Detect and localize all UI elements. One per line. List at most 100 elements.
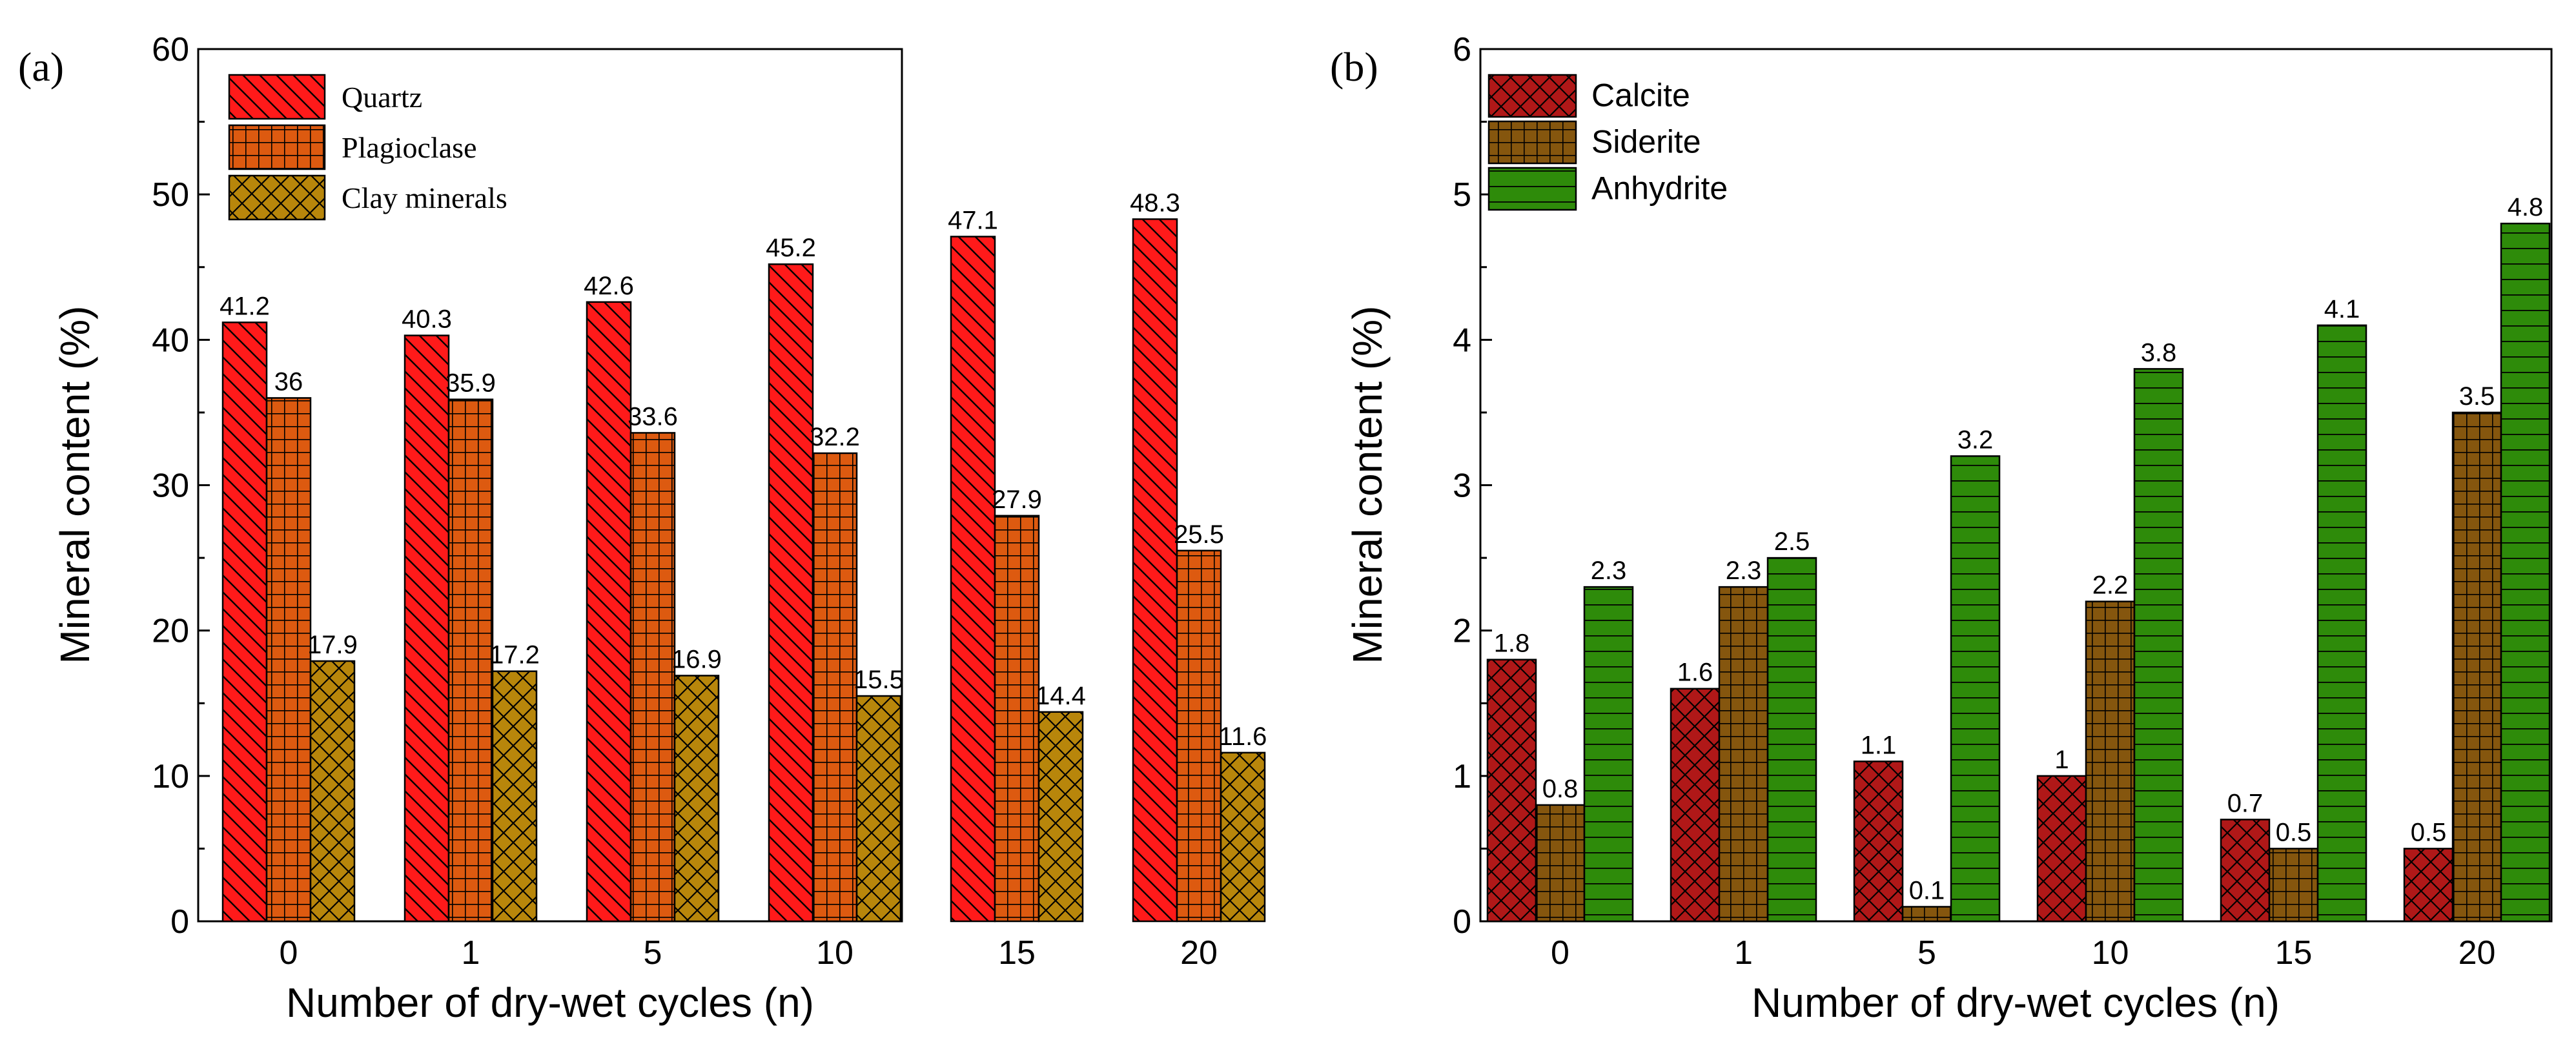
panel-a-bar-plagioclase-hatch [994,515,1040,923]
panel-a-y-tick-label: 50 [152,176,189,214]
panel-b-x-tick-label: 1 [1734,934,1753,972]
panel-a-bar-clay-minerals-hatch [1038,711,1084,923]
panel-b-data-label: 0.7 [2227,789,2264,817]
panel-b-bar-siderite-hatch [1901,906,1952,923]
panel-a-y-axis-label: Mineral content (%) [52,306,98,664]
panel-b-legend-calcite-swatch-hatch [1487,74,1577,118]
panel-a-y-tick-label: 20 [152,613,189,650]
panel-b-data-label: 1.8 [1494,629,1530,658]
panel-a-bar-clay-minerals-hatch [673,675,720,923]
panel-a-x-tick-label: 20 [1180,934,1218,972]
panel-a-data-label: 41.2 [220,292,270,320]
panel-b-legend-anhydrite-swatch-hatch [1487,167,1577,211]
panel-a-bar-plagioclase-hatch [265,397,312,923]
panel-b-x-tick-label: 15 [2275,934,2313,972]
panel-b-bar-siderite-hatch [2085,600,2136,923]
panel-a-legend-plagioclase-swatch-hatch [228,124,326,170]
panel-a-data-label: 35.9 [445,369,496,398]
panel-a-tag: (a) [18,44,64,90]
panel-b-bar-calcite-hatch [1486,659,1537,923]
panel-b-data-label: 4.1 [2324,295,2360,323]
panel-b-y-tick-label: 1 [1453,758,1471,795]
panel-a-data-label: 11.6 [1219,722,1267,751]
panel-b-legend: Calcite Siderite Anhydrite [1487,74,1728,211]
panel-a-legend-quartz-swatch-hatch [228,74,326,120]
panel-b-bar-anhydrite-hatch [2316,324,2367,923]
panel-b-data-label: 1 [2054,746,2069,774]
panel-b-y-tick-label: 2 [1453,613,1471,650]
panel-b-bar-calcite-hatch [1853,761,1904,923]
panel-b-x-tick-label: 0 [1551,934,1569,972]
panel-a-chart: 0 10 20 30 40 50 60 0 41.2 36 17.9 1 40.3 35.9 17.2 5 42… [18,31,1267,1026]
panel-b-bar-calcite-hatch [2403,848,2454,923]
panel-a-data-label: 33.6 [628,402,678,431]
panel-b-data-label: 0.1 [1909,876,1945,905]
panel-b-bar-anhydrite-hatch [1766,557,1817,923]
panel-b-bar-siderite-hatch [1718,586,1769,923]
panel-b-bar-anhydrite-hatch [2133,368,2184,923]
panel-a-data-label: 17.9 [307,631,358,659]
panel-a-bar-clay-minerals-hatch [1220,751,1266,923]
panel-b-data-label: 2.3 [1591,557,1627,585]
panel-a-legend-clay-minerals-label: Clay minerals [342,181,507,214]
panel-b-y-tick-label: 0 [1453,903,1471,941]
panel-a-data-label: 45.2 [766,234,816,262]
panel-b-data-label: 4.8 [2508,193,2544,221]
panel-a-bar-plagioclase-hatch [812,452,858,923]
panel-b-data-label: 3.2 [1958,425,1994,454]
panel-b-data-label: 0.8 [1542,775,1579,803]
panel-b-data-label: 1.1 [1861,731,1897,759]
panel-a-x-tick-label: 0 [280,934,298,972]
panel-a-y-tick-label: 0 [170,903,189,941]
panel-a-data-label: 47.1 [948,206,998,234]
panel-b-chart: 0 1 2 3 4 5 6 0 1.8 0.8 2.3 1 1.6 2.3 2.5 5 1.1 0.1 3.2 10 1… [1330,31,2553,1026]
panel-b-y-tick-label: 6 [1453,31,1471,68]
panel-b-data-label: 2.3 [1726,557,1762,585]
panel-b-bar-anhydrite-hatch [1950,455,2001,923]
panel-a-bar-clay-minerals-hatch [309,660,356,923]
panel-b-x-tick-label: 5 [1917,934,1936,972]
panel-a-bar-quartz-hatch [768,263,814,923]
panel-b-data-label: 0.5 [2411,818,2447,846]
panel-b-legend-siderite-swatch-hatch [1487,120,1577,165]
panel-b-bar-anhydrite-hatch [1583,586,1634,923]
panel-a-x-tick-label: 10 [816,934,854,972]
panel-a-legend-quartz-label: Quartz [342,81,422,114]
panel-b-data-label: 2.5 [1774,527,1810,556]
panel-b-bar-calcite-hatch [2036,775,2087,923]
panel-a-bar-plagioclase-hatch [1176,549,1222,923]
panel-b-legend-calcite-label: Calcite [1591,77,1690,114]
panel-a-bar-quartz-hatch [586,301,632,923]
panel-a-bar-quartz-hatch [221,322,268,923]
panel-b-bar-siderite-hatch [2451,411,2502,923]
panel-b-y-tick-label: 3 [1453,467,1471,505]
panel-a-data-label: 16.9 [671,645,722,673]
panel-a-y-tick-label: 30 [152,467,189,505]
panel-a-x-tick-label: 1 [462,934,480,972]
panel-b-legend-siderite-label: Siderite [1591,124,1701,160]
panel-a-data-label: 14.4 [1036,682,1086,710]
panel-a-legend: Quartz Plagioclase Clay minerals [228,74,507,221]
panel-b-data-label: 3.8 [2141,338,2177,367]
panel-a-bar-quartz-hatch [404,334,450,923]
panel-a-legend-clay-minerals-swatch-hatch [228,174,326,221]
panel-a-data-label: 17.2 [489,641,540,670]
panel-b-y-axis-label: Mineral content (%) [1344,306,1391,664]
panel-a-x-tick-label: 5 [644,934,662,972]
panel-a-x-axis-label: Number of dry-wet cycles (n) [286,979,814,1026]
panel-a-data-label: 27.9 [992,486,1042,514]
panel-a-data-label: 25.5 [1174,520,1224,549]
panel-a-bar-plagioclase-hatch [629,432,676,923]
panel-b-data-label: 1.6 [1677,659,1713,687]
panel-b-data-label: 0.5 [2276,818,2312,846]
panel-a-bar-plagioclase-hatch [447,398,494,923]
panel-b-y-tick-label: 4 [1453,322,1471,359]
panel-a-y-tick-label: 10 [152,758,189,795]
panel-a-y-tick-label: 40 [152,322,189,359]
panel-a-bar-quartz-hatch [950,236,996,923]
panel-b-bar-calcite-hatch [2220,819,2271,923]
panel-a-y-tick-label: 60 [152,31,189,68]
panel-a-data-label: 36 [274,367,303,396]
panel-b-tag: (b) [1330,44,1378,90]
